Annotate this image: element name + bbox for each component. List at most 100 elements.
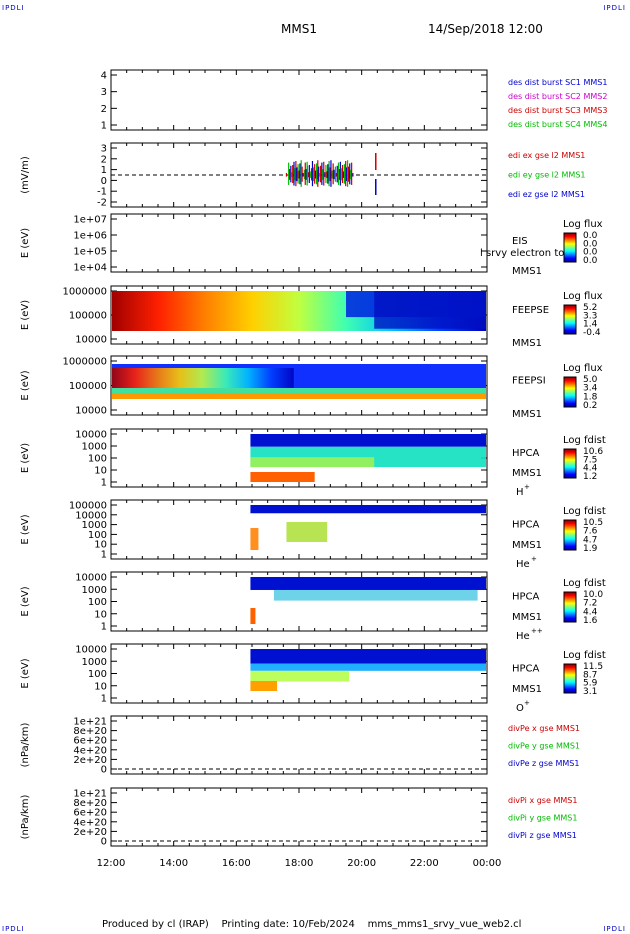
instrument-label: HPCA (512, 520, 540, 531)
colorbar-tick: 1.6 (583, 616, 598, 626)
y-tick-label: 100 (88, 454, 107, 465)
time-tick-label: 20:00 (347, 858, 376, 869)
colorbar-tick: 8.7 (583, 670, 597, 680)
y-axis-label: (nPa/km) (20, 795, 31, 840)
y-tick-label: 10 (94, 540, 107, 551)
instrument-label: HPCA (512, 448, 540, 459)
spectrogram-fill (250, 681, 278, 691)
y-tick-label: 0 (101, 837, 107, 848)
colorbar (563, 591, 577, 623)
y-tick-label: 10 (94, 466, 107, 477)
y-axis-label: E (eV) (20, 300, 31, 330)
y-tick-label: 1e+21 (73, 717, 107, 728)
y-tick-label: 1 (101, 165, 107, 176)
spectrogram-fill (250, 505, 486, 514)
spacecraft-label: MMS1 (512, 468, 542, 479)
legend-entry: des dist burst SC3 MMS3 (508, 106, 607, 115)
spectrogram-fill (273, 589, 478, 601)
colorbar-tick: 3.1 (583, 687, 597, 697)
y-tick-label: 1000000 (62, 287, 107, 298)
corner-label-tl: IPDLI (2, 4, 25, 12)
colorbar-tick: 3.3 (583, 311, 597, 321)
plot-frame (110, 787, 488, 847)
colorbar-tick: 0.0 (583, 239, 598, 249)
legend-entry: edi ex gse l2 MMS1 (508, 151, 585, 160)
y-tick-label: 10000 (75, 573, 107, 584)
y-tick-label: 1 (101, 121, 107, 132)
colorbar-tick: 4.7 (583, 535, 597, 545)
species-label: O (516, 703, 524, 714)
instrument-label: HPCA (512, 592, 540, 603)
colorbar-tick: 5.2 (583, 303, 597, 313)
colorbar-tick: 5.9 (583, 679, 598, 689)
instrument-label: FEEPSE (512, 305, 549, 316)
legend-entry: divPe z gse MMS1 (508, 759, 579, 768)
time-tick-label: 16:00 (222, 858, 251, 869)
legend-entry: divPi y gse MMS1 (508, 814, 577, 823)
colorbar-tick: 3.4 (583, 384, 598, 394)
y-tick-label: 10000 (75, 430, 107, 441)
y-tick-label: 1000 (82, 657, 107, 668)
y-tick-label: 1000000 (62, 357, 107, 368)
colorbar-tick: 1.4 (583, 320, 598, 330)
y-tick-label: 2 (101, 154, 107, 165)
y-axis-label: E (eV) (20, 370, 31, 400)
plot-frame (110, 69, 488, 131)
instrument-label: HPCA (512, 664, 540, 675)
y-tick-label: -1 (97, 187, 107, 198)
y-axis-label: (mV/m) (20, 156, 31, 194)
colorbar-tick: 10.5 (583, 518, 603, 528)
spacecraft-label: MMS1 (512, 612, 542, 623)
y-tick-label: 1000 (82, 585, 107, 596)
colorbar-tick: 0.0 (583, 231, 598, 241)
spectrogram-fill (374, 291, 486, 329)
y-tick-label: 4e+20 (73, 817, 107, 828)
instrument-label: EIS (512, 236, 528, 247)
header-mission: MMS1 (281, 22, 317, 36)
colorbar-tick: 1.9 (583, 544, 598, 554)
plot-frame (110, 715, 488, 775)
spectrogram-fill (250, 670, 350, 682)
colorbar-tick: 0.0 (583, 256, 598, 266)
colorbar (563, 232, 577, 263)
y-tick-label: -2 (97, 198, 107, 209)
time-axis: 12:00 14:00 16:00 18:00 20:00 22:00 00:00 (97, 858, 502, 869)
y-tick-label: 0 (101, 765, 107, 776)
spectrogram-fill (250, 608, 256, 624)
y-tick-label: 10 (94, 609, 107, 620)
spacecraft-label: MMS1 (512, 540, 542, 551)
y-tick-label: 1 (101, 550, 107, 561)
colorbar-tick: 4.4 (583, 464, 598, 474)
y-tick-label: 100000 (69, 311, 107, 322)
header-datetime: 14/Sep/2018 12:00 (428, 22, 543, 36)
corner-label-br: IPDLI (603, 925, 626, 933)
y-tick-label: 100 (88, 669, 107, 680)
y-axis-label: E (eV) (20, 586, 31, 616)
time-tick-label: 14:00 (159, 858, 188, 869)
time-tick-label: 12:00 (97, 858, 126, 869)
colorbar-tick: 10.0 (583, 590, 603, 600)
time-tick-label: 18:00 (285, 858, 314, 869)
y-axis-label: E (eV) (20, 514, 31, 544)
footer-produced: Produced by cl (IRAP) (102, 919, 209, 930)
footer-printing-date: Printing date: 10/Feb/2024 (221, 919, 355, 930)
legend-entry: edi ey gse l2 MMS1 (508, 170, 586, 179)
legend-entry: divPe y gse MMS1 (508, 742, 580, 751)
charge-label: + (524, 483, 530, 491)
y-tick-label: 100000 (69, 381, 107, 392)
charge-label: ++ (531, 627, 543, 635)
legend-entry: des dist burst SC2 MMS2 (508, 92, 607, 101)
colorbar (563, 448, 577, 479)
y-tick-label: 1 (101, 694, 107, 705)
y-tick-label: 2e+20 (73, 755, 107, 766)
y-tick-label: 4e+20 (73, 745, 107, 756)
legend-entry: divPi z gse MMS1 (508, 831, 577, 840)
panel-feepse: 10000 100000 1000000 E (eV) FEEPSE MMS1 Log fl… (20, 285, 603, 349)
spectrogram-fill (112, 393, 486, 399)
overlapping-label: l srvy electron to (480, 248, 564, 259)
panel-des-dist: 1 2 3 4 des dist burst SC1 MMS1 des dist burs… (101, 69, 607, 132)
legend-entry: divPi x gse MMS1 (508, 796, 577, 805)
